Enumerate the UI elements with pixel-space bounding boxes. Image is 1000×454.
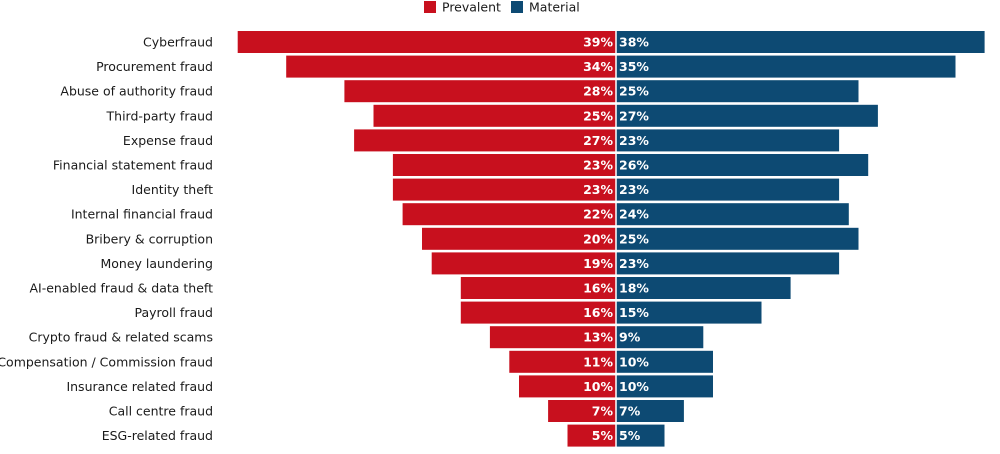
category-label: Abuse of authority fraud bbox=[60, 84, 213, 99]
bar-prevalent bbox=[460, 301, 616, 324]
category-label: AI-enabled fraud & data theft bbox=[29, 281, 213, 296]
bar-prevalent bbox=[548, 400, 616, 422]
bar-prevalent bbox=[460, 277, 616, 299]
bar-material bbox=[616, 203, 849, 226]
bar-prevalent bbox=[509, 350, 616, 373]
category-labels: Cyberfraud Procurement fraud Abuse of auth… bbox=[0, 35, 213, 444]
value-label-prevalent: 10% bbox=[583, 379, 613, 394]
bar-prevalent bbox=[489, 326, 616, 349]
bar-prevalent bbox=[431, 252, 616, 275]
bar-prevalent bbox=[344, 80, 616, 103]
value-label-material: 25% bbox=[619, 231, 649, 246]
value-label-prevalent: 22% bbox=[583, 207, 613, 222]
category-label: Cyberfraud bbox=[143, 35, 213, 50]
bar-prevalent bbox=[354, 129, 616, 152]
category-label: Insurance related fraud bbox=[66, 379, 213, 394]
bar-material bbox=[616, 55, 956, 78]
value-label-prevalent: 5% bbox=[592, 428, 614, 443]
category-label: ESG-related fraud bbox=[102, 428, 213, 443]
bar-material bbox=[616, 80, 859, 103]
value-labels: 39% 38% 34% 35% 28% 25% 25% 27% 27% 23% 23% 26% 23% 2… bbox=[583, 35, 649, 444]
value-label-material: 10% bbox=[619, 354, 649, 369]
bar-material bbox=[616, 178, 840, 201]
value-label-prevalent: 23% bbox=[583, 158, 613, 173]
bars-group bbox=[237, 29, 985, 449]
category-label: Internal financial fraud bbox=[71, 207, 213, 222]
category-label: Crypto fraud & related scams bbox=[29, 330, 213, 345]
value-label-material: 15% bbox=[619, 305, 649, 320]
value-label-prevalent: 13% bbox=[583, 330, 613, 345]
category-label: Third-party fraud bbox=[106, 108, 213, 123]
value-label-prevalent: 19% bbox=[583, 256, 613, 271]
bar-material bbox=[616, 227, 859, 250]
value-label-material: 23% bbox=[619, 256, 649, 271]
legend-item-prevalent-label: Prevalent bbox=[442, 0, 501, 15]
bar-prevalent bbox=[373, 104, 616, 127]
bar-material bbox=[616, 154, 869, 176]
value-label-material: 25% bbox=[619, 84, 649, 99]
value-label-prevalent: 25% bbox=[583, 108, 613, 123]
legend-item-material-swatch bbox=[511, 1, 523, 13]
value-label-prevalent: 28% bbox=[583, 84, 613, 99]
bar-material bbox=[616, 104, 878, 127]
legend: Prevalent Material bbox=[424, 0, 580, 15]
category-label: Compensation / Commission fraud bbox=[0, 354, 213, 369]
category-label: Financial statement fraud bbox=[53, 158, 213, 173]
value-label-material: 5% bbox=[619, 428, 641, 443]
bar-material bbox=[616, 31, 985, 53]
value-label-material: 27% bbox=[619, 108, 649, 123]
value-label-material: 24% bbox=[619, 207, 649, 222]
value-label-prevalent: 27% bbox=[583, 133, 613, 148]
bar-prevalent bbox=[402, 203, 616, 226]
bar-material bbox=[616, 375, 713, 398]
value-label-material: 23% bbox=[619, 182, 649, 197]
bar-material bbox=[616, 301, 762, 324]
bar-prevalent bbox=[392, 178, 616, 201]
bar-prevalent bbox=[519, 375, 616, 398]
category-label: Procurement fraud bbox=[96, 59, 213, 74]
category-label: Bribery & corruption bbox=[86, 231, 213, 246]
value-label-prevalent: 7% bbox=[592, 404, 614, 419]
bar-material bbox=[616, 350, 713, 373]
category-label: Identity theft bbox=[132, 182, 214, 197]
value-label-prevalent: 34% bbox=[583, 59, 613, 74]
bar-material bbox=[616, 129, 840, 152]
value-label-prevalent: 16% bbox=[583, 305, 613, 320]
category-label: Call centre fraud bbox=[109, 404, 213, 419]
bar-prevalent bbox=[286, 55, 616, 78]
value-label-prevalent: 39% bbox=[583, 35, 613, 50]
value-label-prevalent: 11% bbox=[583, 354, 613, 369]
value-label-material: 18% bbox=[619, 281, 649, 296]
bar-material bbox=[616, 424, 665, 447]
value-label-material: 38% bbox=[619, 35, 649, 50]
legend-item-prevalent-swatch bbox=[424, 1, 436, 13]
bar-prevalent bbox=[422, 227, 616, 250]
value-label-material: 10% bbox=[619, 379, 649, 394]
bar-material bbox=[616, 277, 791, 299]
legend-item-material-label: Material bbox=[529, 0, 580, 15]
value-label-prevalent: 20% bbox=[583, 231, 613, 246]
bar-material bbox=[616, 252, 840, 275]
category-label: Expense fraud bbox=[123, 133, 213, 148]
bar-material bbox=[616, 400, 684, 422]
value-label-prevalent: 16% bbox=[583, 281, 613, 296]
value-label-material: 35% bbox=[619, 59, 649, 74]
bar-material bbox=[616, 326, 704, 349]
bar-prevalent bbox=[392, 154, 616, 176]
category-label: Money laundering bbox=[101, 256, 214, 271]
value-label-prevalent: 23% bbox=[583, 182, 613, 197]
value-label-material: 9% bbox=[619, 330, 641, 345]
bar-prevalent bbox=[567, 424, 616, 447]
category-label: Payroll fraud bbox=[134, 305, 213, 320]
value-label-material: 7% bbox=[619, 404, 641, 419]
value-label-material: 23% bbox=[619, 133, 649, 148]
value-label-material: 26% bbox=[619, 158, 649, 173]
bar-prevalent bbox=[237, 31, 616, 53]
